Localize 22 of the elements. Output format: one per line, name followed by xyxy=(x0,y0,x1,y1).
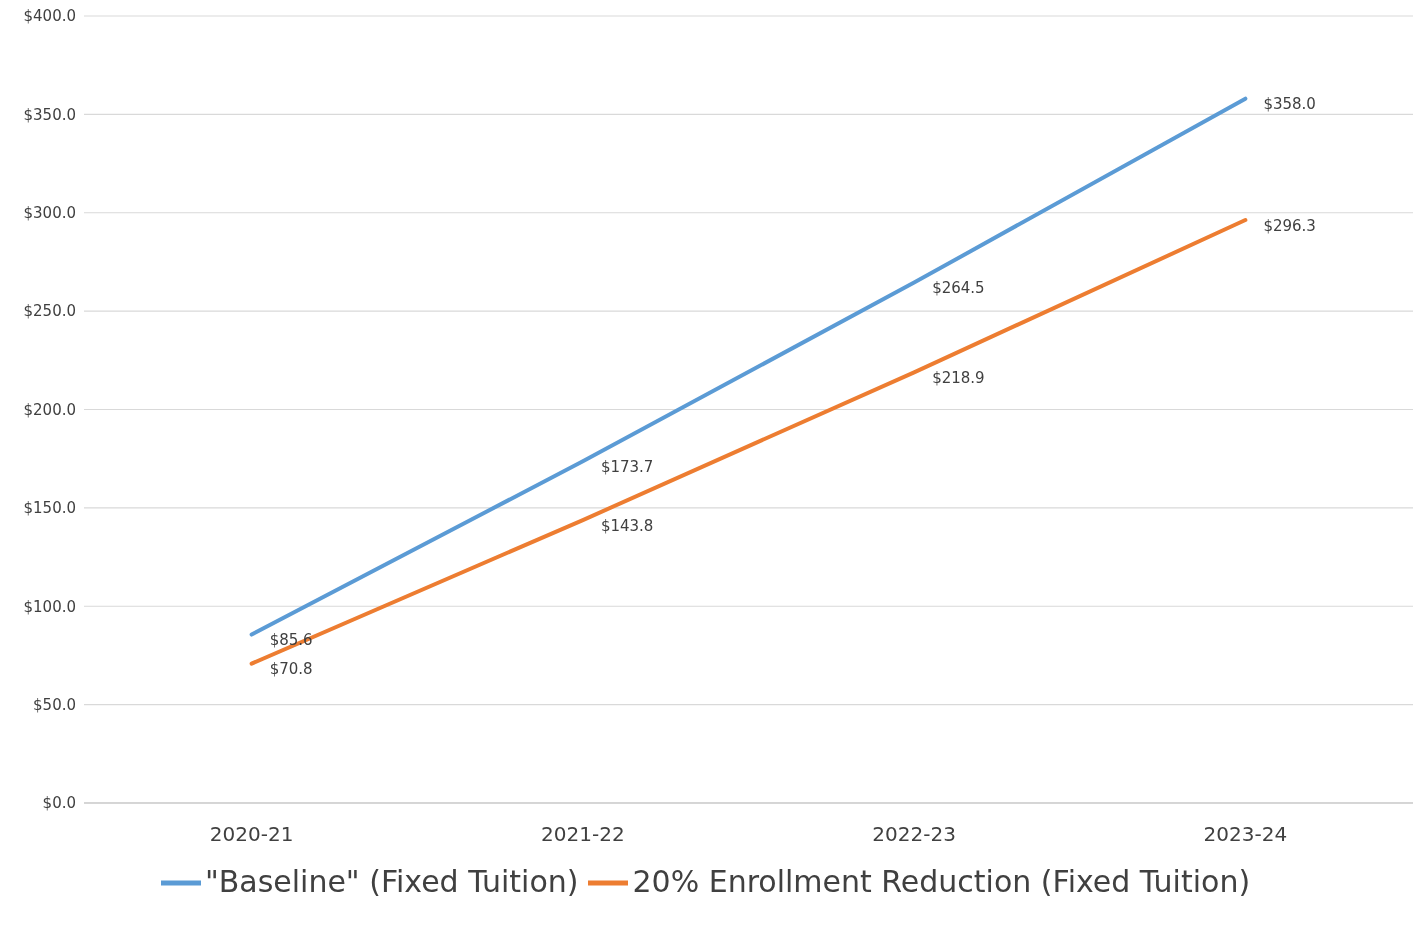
legend-label: "Baseline" (Fixed Tuition) xyxy=(204,863,579,899)
y-tick-label: $50.0 xyxy=(33,695,76,714)
y-tick-label: $350.0 xyxy=(23,105,76,124)
y-tick-label: $200.0 xyxy=(23,400,76,419)
data-label: $173.7 xyxy=(600,457,654,476)
data-label: $296.3 xyxy=(1263,216,1316,235)
x-tick-label: 2023-24 xyxy=(1203,822,1288,847)
data-label: $358.0 xyxy=(1263,95,1316,114)
x-tick-label: 2022-23 xyxy=(872,822,956,847)
data-label: $218.9 xyxy=(932,368,985,387)
y-tick-label: $250.0 xyxy=(23,302,76,321)
y-tick-label: $0.0 xyxy=(42,794,76,813)
x-tick-label: 2020-21 xyxy=(209,822,294,847)
data-label: $264.5 xyxy=(932,279,985,298)
y-tick-label: $150.0 xyxy=(23,499,76,518)
y-tick-label: $400.0 xyxy=(23,7,76,26)
data-label: $143.8 xyxy=(600,516,654,535)
y-tick-label: $300.0 xyxy=(23,204,76,223)
x-tick-label: 2021-22 xyxy=(541,822,625,847)
y-tick-label: $100.0 xyxy=(23,597,76,616)
data-label: $70.8 xyxy=(269,660,313,679)
legend-label: 20% Enrollment Reduction (Fixed Tuition) xyxy=(632,863,1251,899)
